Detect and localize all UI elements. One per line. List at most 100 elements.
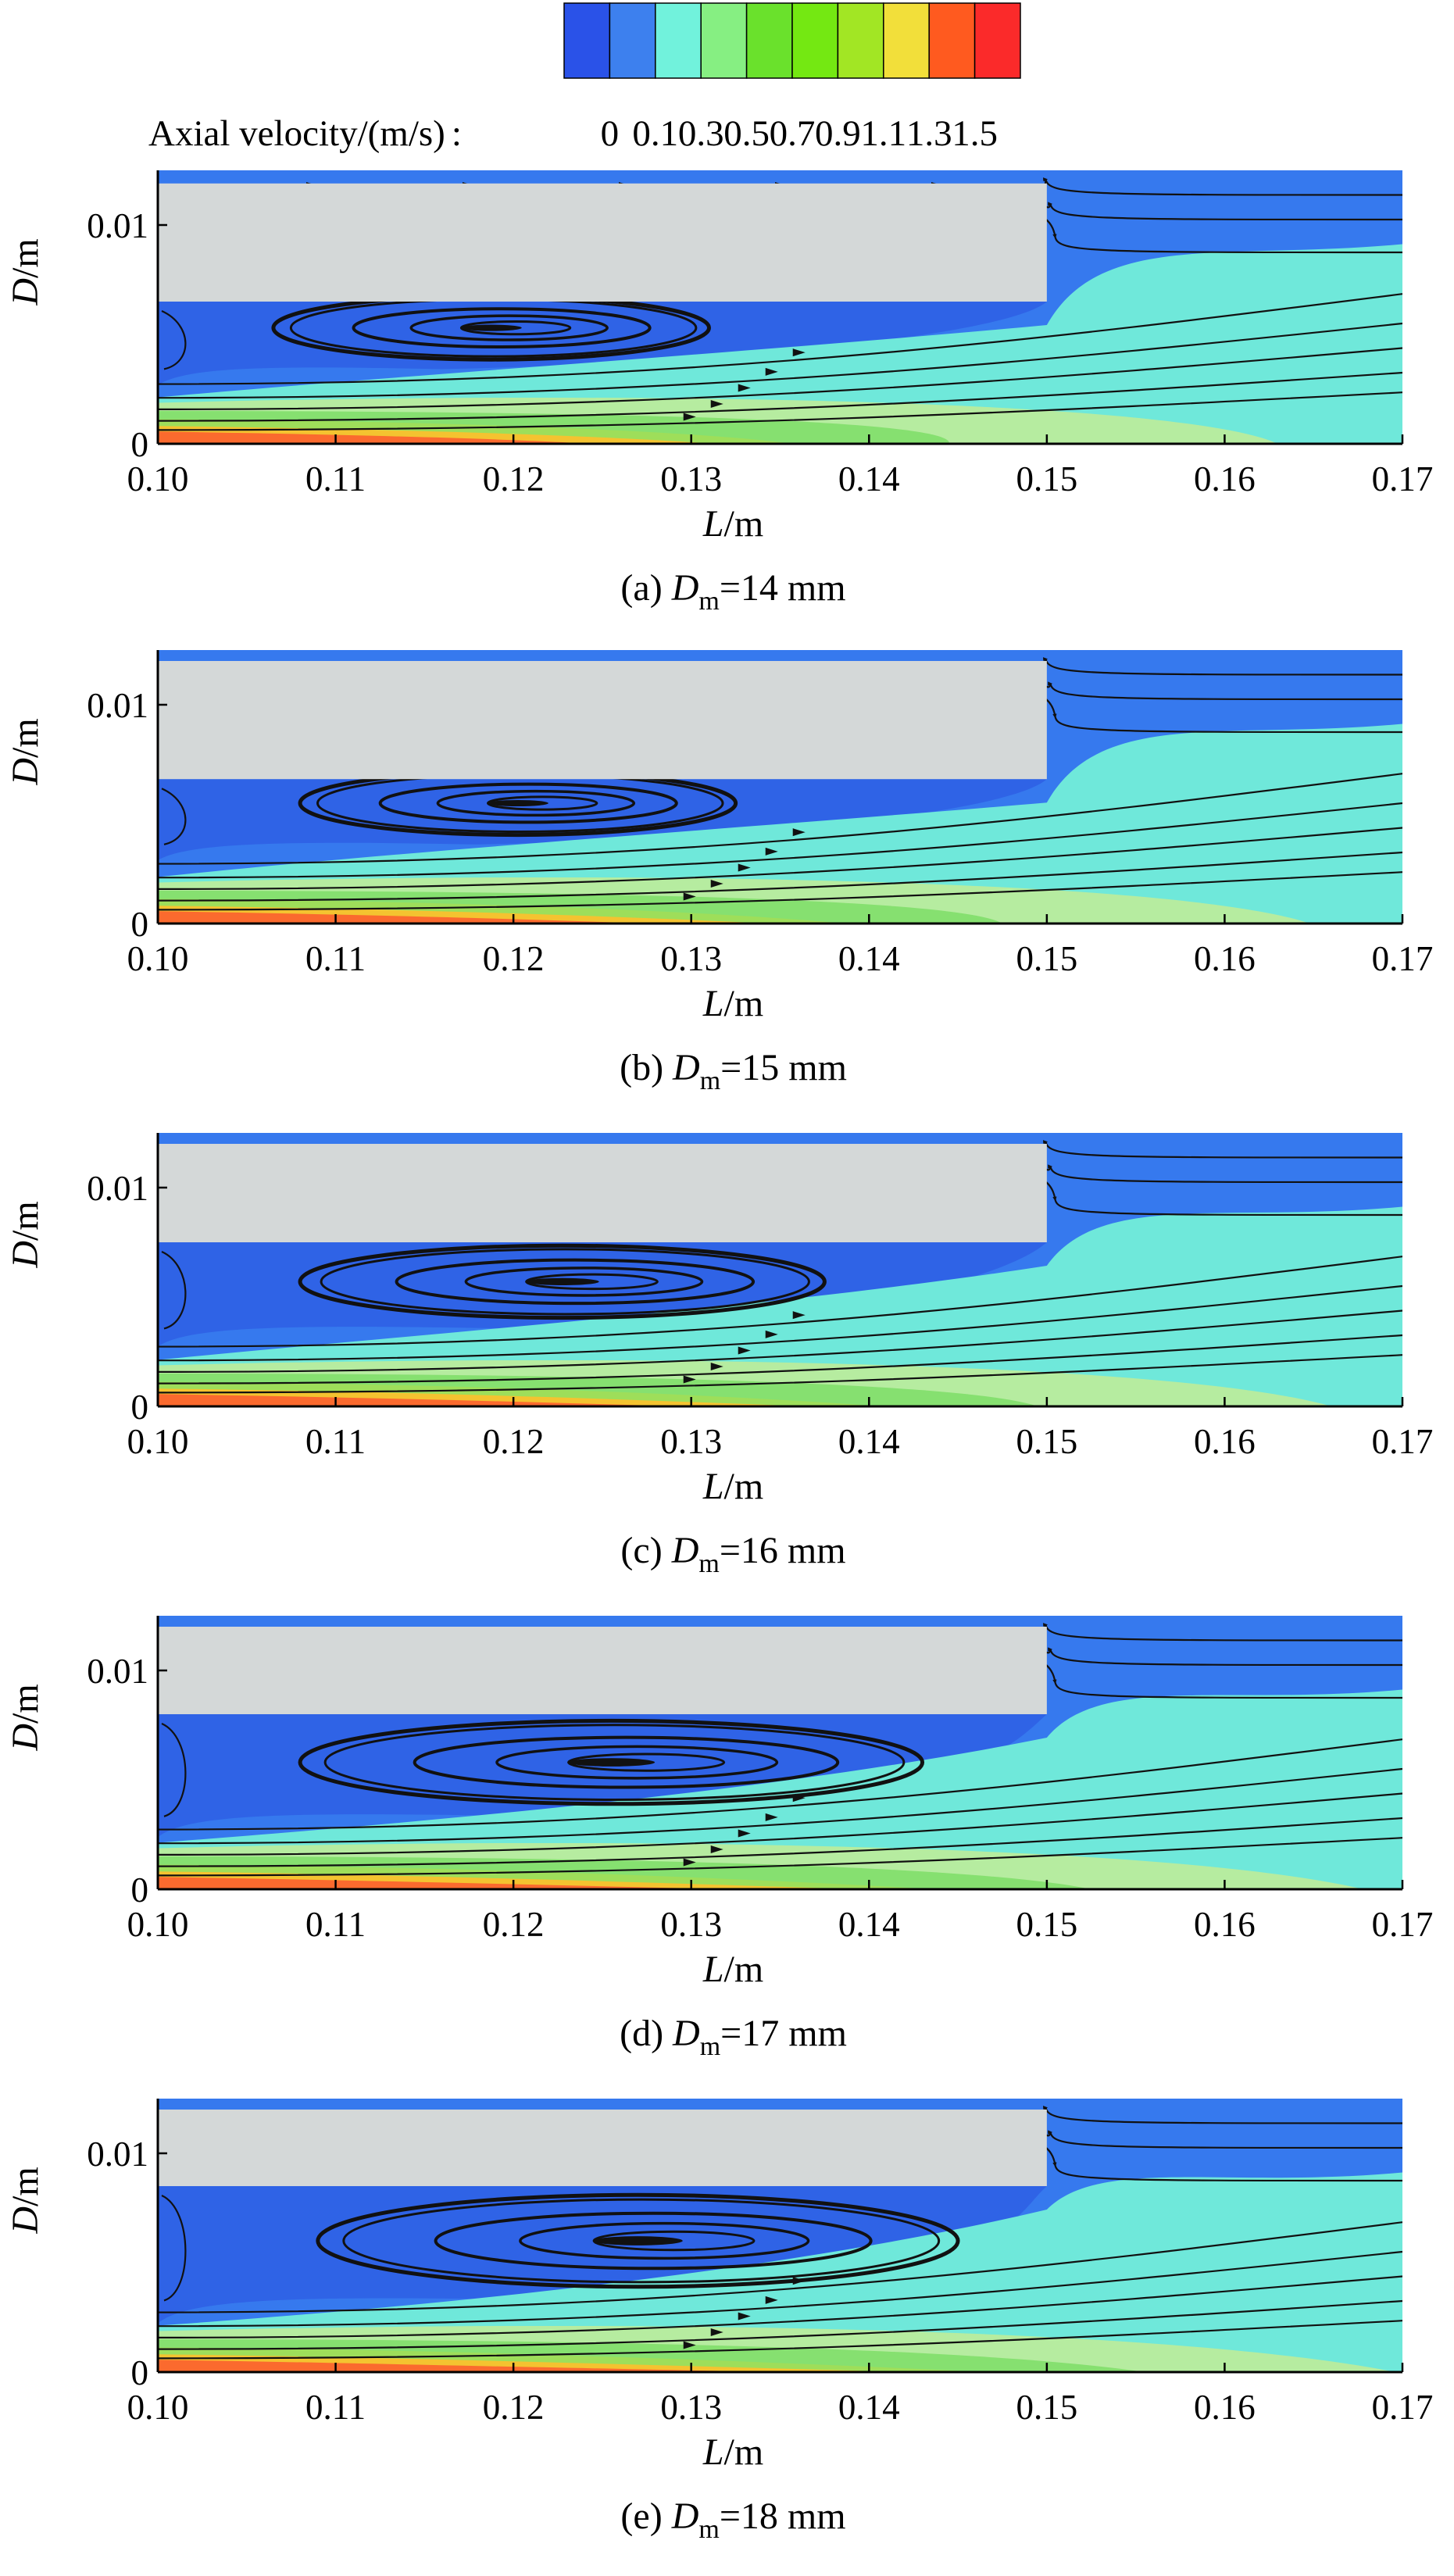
panel-caption: (e) Dm=18 mm bbox=[620, 2496, 845, 2544]
x-tick-label: 0.13 bbox=[660, 939, 722, 978]
x-tick-label: 0.10 bbox=[127, 2388, 189, 2427]
nozzle-block bbox=[158, 183, 1047, 302]
vortex-ring bbox=[519, 2221, 810, 2260]
vortex-ring bbox=[409, 314, 609, 341]
x-tick-label: 0.17 bbox=[1372, 1905, 1434, 1944]
vortex-ring bbox=[413, 1735, 840, 1789]
panel-caption: (a) Dm=14 mm bbox=[620, 567, 845, 616]
x-tick-label: 0.11 bbox=[305, 1905, 366, 1944]
colorbar-level-label: 0.5 bbox=[723, 113, 770, 154]
x-axis-label: L/m bbox=[702, 503, 763, 545]
colorbar: Axial velocity/(m/s): 0 0.1 0.3 0.5 0.7 0.9 1.… bbox=[148, 2, 1021, 154]
x-tick-label: 0.12 bbox=[483, 459, 545, 498]
streamline-jet bbox=[158, 2320, 1402, 2360]
vortex-ring bbox=[352, 307, 652, 348]
streamline-arrow bbox=[738, 2312, 751, 2321]
x-tick-label: 0.10 bbox=[127, 939, 189, 978]
region-velocity-1.3 bbox=[158, 911, 645, 924]
streamline-inlet-curl bbox=[161, 309, 187, 370]
streamline-jet bbox=[158, 1334, 1402, 1384]
streamline-jet bbox=[158, 851, 1402, 902]
region-velocity-1.3 bbox=[158, 1877, 733, 1889]
streamline-arrow bbox=[765, 1813, 778, 1821]
contour-panel-d: 0.10 0.11 0.12 0.13 0.14 0.15 0.16 0.17 0 0.01 L/m… bbox=[5, 1616, 1433, 2061]
streamline-jet bbox=[158, 391, 1402, 431]
x-tick-label: 0.13 bbox=[660, 2388, 722, 2427]
vortex-ring bbox=[320, 1248, 810, 1316]
x-axis-label: L/m bbox=[702, 983, 763, 1024]
x-tick-label: 0.13 bbox=[660, 1905, 722, 1944]
x-axis-label: L/m bbox=[702, 1949, 763, 1990]
streamline-arrow bbox=[710, 400, 723, 409]
vortex-ring bbox=[434, 2211, 873, 2271]
streamline-arrow bbox=[765, 847, 778, 856]
streamline-arrow bbox=[792, 1311, 806, 1320]
nozzle-block bbox=[158, 1144, 1047, 1242]
x-tick-label: 0.16 bbox=[1194, 2388, 1256, 2427]
x-tick-label: 0.10 bbox=[127, 459, 189, 498]
x-tick-label: 0.11 bbox=[305, 1422, 366, 1461]
streamline-arrow bbox=[738, 384, 751, 392]
colorbar-title: Axial velocity/(m/s): bbox=[148, 113, 462, 154]
plot-area bbox=[158, 2099, 1402, 2372]
panel-caption: (c) Dm=16 mm bbox=[620, 1530, 845, 1578]
nozzle-block bbox=[158, 2110, 1047, 2186]
x-tick-label: 0.14 bbox=[838, 2388, 900, 2427]
colorbar-swatches bbox=[563, 2, 1021, 79]
x-tick-label: 0.12 bbox=[483, 1422, 545, 1461]
vortex-ring bbox=[323, 1724, 906, 1801]
x-tick-label: 0.17 bbox=[1372, 459, 1434, 498]
streamline-jet bbox=[158, 2299, 1402, 2350]
streamline-jet bbox=[158, 1817, 1402, 1867]
vortex-ring bbox=[395, 1258, 756, 1306]
x-tick-label: 0.15 bbox=[1016, 939, 1077, 978]
streamline-jet bbox=[158, 1767, 1402, 1845]
streamline-jet bbox=[158, 2275, 1402, 2338]
contour-panel-a: 0.10 0.11 0.12 0.13 0.14 0.15 0.16 0.17 0 0.01 L/m… bbox=[5, 170, 1433, 616]
streamline-jet bbox=[158, 802, 1402, 879]
x-tick-label: 0.15 bbox=[1016, 459, 1077, 498]
streamline-jet bbox=[158, 347, 1402, 410]
vortex-core bbox=[487, 799, 548, 807]
panel-caption: (d) Dm=17 mm bbox=[620, 2013, 847, 2061]
streamline-arrow bbox=[765, 2296, 778, 2304]
x-tick-label: 0.11 bbox=[305, 2388, 366, 2427]
colorbar-level-label: 0.3 bbox=[678, 113, 724, 154]
streamline-arrow bbox=[738, 1829, 751, 1838]
y-tick-label: 0.01 bbox=[87, 206, 148, 245]
streamline-arrow bbox=[683, 2341, 696, 2349]
colorbar-swatch bbox=[837, 2, 884, 79]
x-tick-label: 0.14 bbox=[838, 459, 900, 498]
x-tick-label: 0.14 bbox=[838, 1422, 900, 1461]
vortex-ring bbox=[316, 2192, 960, 2289]
colorbar-level-label: 1.5 bbox=[952, 113, 998, 154]
plot-area bbox=[158, 1133, 1402, 1406]
y-axis-label: D/m bbox=[5, 718, 46, 785]
contour-panel-e: 0.10 0.11 0.12 0.13 0.14 0.15 0.16 0.17 0 0.01 L/m… bbox=[5, 2099, 1433, 2544]
x-tick-label: 0.12 bbox=[483, 1905, 545, 1944]
vortex-ring bbox=[436, 789, 636, 817]
streamline-jet bbox=[158, 871, 1402, 911]
x-tick-label: 0.17 bbox=[1372, 1422, 1434, 1461]
vortex-ring bbox=[464, 1267, 704, 1297]
streamline-jet bbox=[158, 1738, 1402, 1831]
streamline-arrow bbox=[792, 828, 806, 837]
x-tick-label: 0.14 bbox=[838, 1905, 900, 1944]
y-tick-label: 0 bbox=[131, 1870, 149, 1910]
streamline-jet bbox=[158, 1256, 1402, 1348]
colorbar-level-label: 1.3 bbox=[906, 113, 952, 154]
vortex-core bbox=[567, 1758, 656, 1767]
y-tick-label: 0 bbox=[131, 2353, 149, 2392]
x-tick-label: 0.16 bbox=[1194, 939, 1256, 978]
colorbar-level-label: 0.9 bbox=[815, 113, 861, 154]
streamline-arrow bbox=[710, 1845, 723, 1854]
x-tick-label: 0.13 bbox=[660, 459, 722, 498]
streamline-arrow bbox=[738, 1346, 751, 1355]
x-tick-label: 0.13 bbox=[660, 1422, 722, 1461]
y-tick-label: 0.01 bbox=[87, 1652, 148, 1691]
x-tick-label: 0.16 bbox=[1194, 459, 1256, 498]
x-tick-label: 0.12 bbox=[483, 939, 545, 978]
x-tick-label: 0.11 bbox=[305, 939, 366, 978]
streamline-jet bbox=[158, 1354, 1402, 1394]
colorbar-swatch bbox=[655, 2, 702, 79]
